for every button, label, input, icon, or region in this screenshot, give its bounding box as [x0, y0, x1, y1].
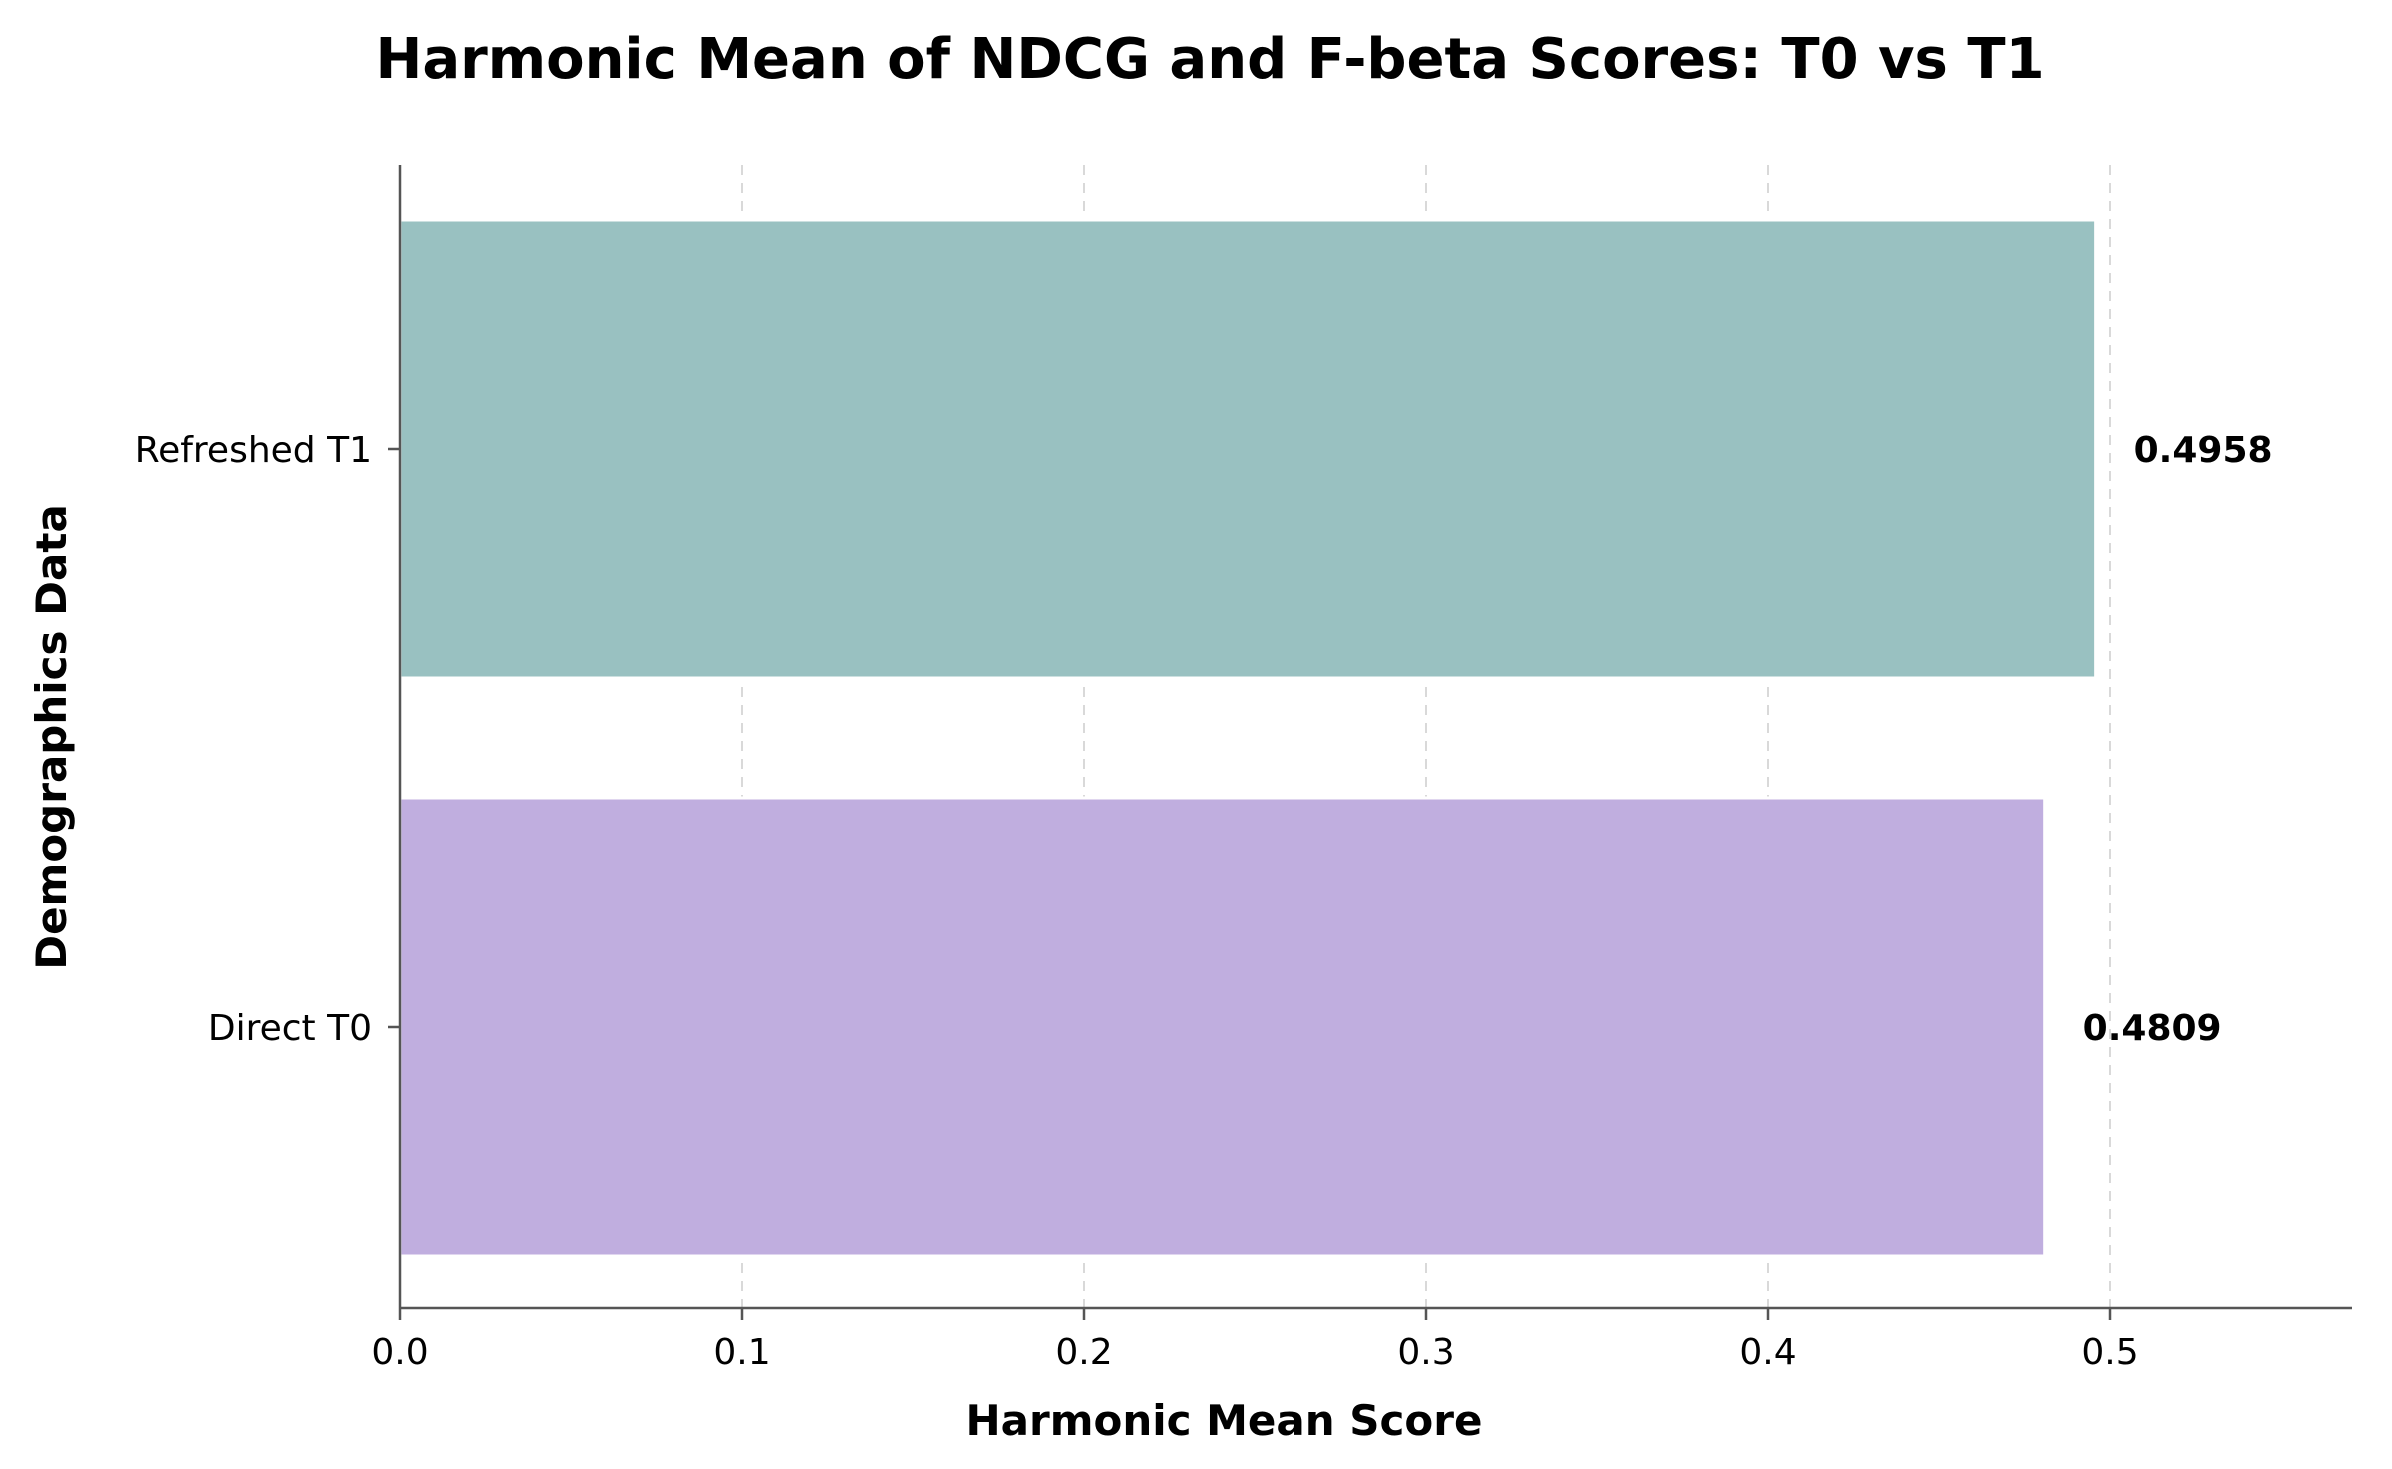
y-tick-label: Refreshed T1 [135, 430, 372, 471]
x-tick-label: 0.0 [371, 1332, 428, 1373]
x-tick-label: 0.3 [1397, 1332, 1454, 1373]
data-label: 0.4958 [2134, 430, 2273, 471]
y-tick-label: Direct T0 [208, 1008, 372, 1049]
y-ticks: Direct T0 Refreshed T1 [135, 430, 400, 1049]
chart-title: Harmonic Mean of NDCG and F-beta Scores:… [375, 27, 2044, 92]
x-tick-label: 0.5 [2081, 1332, 2138, 1373]
data-label: 0.4809 [2083, 1008, 2222, 1049]
y-axis-label: Demographics Data [27, 504, 76, 970]
bar-direct-t0 [398, 796, 2047, 1258]
x-ticks: 0.0 0.1 0.2 0.3 0.4 0.5 [371, 1308, 2139, 1373]
x-tick-label: 0.2 [1055, 1332, 1112, 1373]
x-tick-label: 0.1 [713, 1332, 770, 1373]
x-tick-label: 0.4 [1739, 1332, 1796, 1373]
bars [398, 218, 2098, 1258]
data-labels: 0.4809 0.4958 [2083, 430, 2273, 1049]
x-axis-label: Harmonic Mean Score [966, 1396, 1483, 1445]
bar-refreshed-t1 [398, 218, 2098, 680]
